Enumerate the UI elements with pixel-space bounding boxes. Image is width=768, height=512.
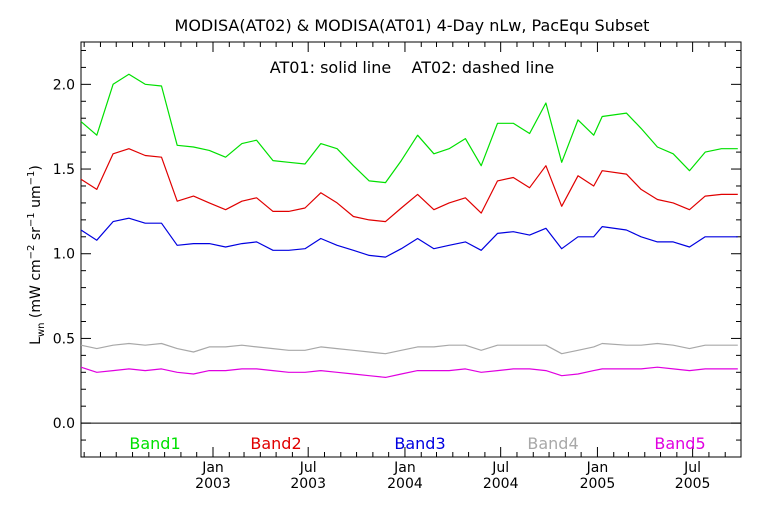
x-tick-year: 2005 — [675, 476, 711, 492]
legend-item-band4: Band4 — [527, 434, 578, 453]
x-tick-year: 2003 — [195, 476, 231, 492]
series-line-band3 — [80, 217, 738, 258]
y-tick-label: 1.5 — [53, 162, 75, 178]
chart-title: MODISA(AT02) & MODISA(AT01) 4-Day nLw, P… — [175, 16, 650, 35]
series-line-band1 — [80, 73, 738, 184]
chart-subtitle: AT01: solid line AT02: dashed line — [270, 58, 555, 77]
legend-item-band2: Band2 — [250, 434, 301, 453]
x-axis: Jan2003Jul2003Jan2004Jul2004Jan2005Jul20… — [83, 42, 742, 492]
x-tick-year: 2004 — [387, 476, 423, 492]
legend-item-band5: Band5 — [654, 434, 705, 453]
legend-item-band3: Band3 — [394, 434, 445, 453]
x-tick-month: Jan — [586, 460, 609, 476]
x-tick-month: Jul — [491, 460, 509, 476]
x-tick-month: Jan — [201, 460, 224, 476]
x-tick-month: Jan — [393, 460, 416, 476]
series-line-band2 — [80, 148, 738, 223]
x-tick-year: 2004 — [483, 476, 519, 492]
x-tick-month: Jul — [299, 460, 317, 476]
y-tick-label: 0.0 — [53, 416, 75, 432]
y-tick-label: 0.5 — [53, 331, 75, 347]
plot-border — [80, 41, 742, 458]
x-tick-month: Jul — [683, 460, 701, 476]
x-tick-year: 2005 — [580, 476, 616, 492]
legend: Band1 Band2 Band3 Band4 Band5 — [129, 434, 705, 453]
legend-item-band1: Band1 — [129, 434, 180, 453]
y-tick-label: 2.0 — [53, 77, 75, 93]
y-axis: 0.0 0.5 1.0 1.5 2.0 — [53, 49, 741, 458]
series-line-band5 — [80, 366, 738, 378]
series-line-band4 — [80, 342, 738, 355]
x-tick-year: 2003 — [290, 476, 326, 492]
series-lines — [80, 73, 738, 378]
y-axis-label: Lwn (mW cm−2 sr−1 um−1) — [26, 165, 47, 345]
plot-frame — [80, 41, 742, 458]
y-tick-label: 1.0 — [53, 247, 75, 263]
